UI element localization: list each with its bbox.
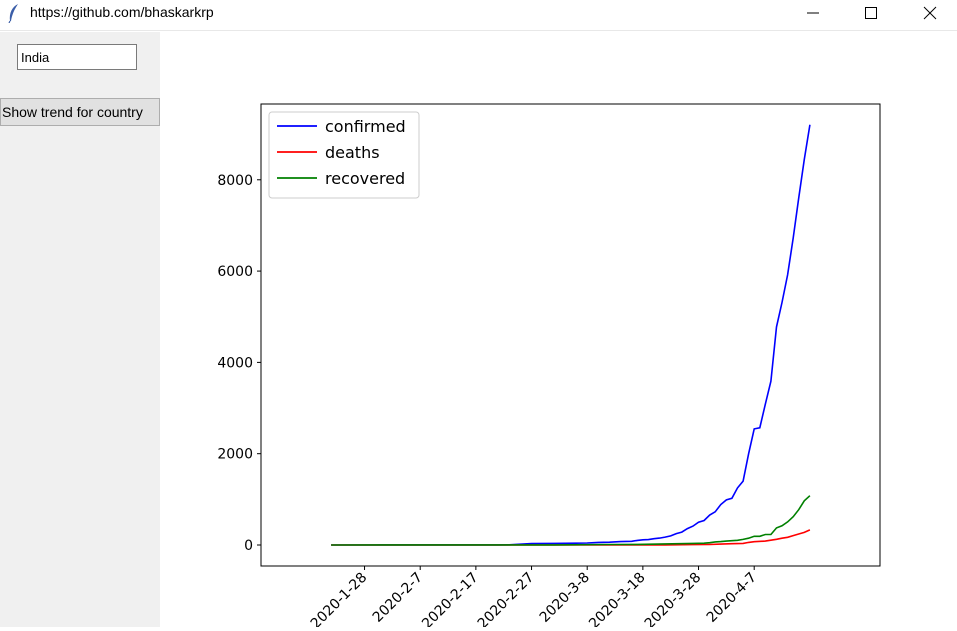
chart-canvas: 0 2000 4000 6000 8000 2020-1-28 2020-2-7 2020-2… bbox=[160, 32, 957, 631]
series-line-confirmed bbox=[331, 124, 811, 546]
feather-icon bbox=[8, 4, 18, 23]
series-line-deaths bbox=[331, 529, 811, 546]
close-icon bbox=[923, 6, 937, 20]
legend-label-confirmed: confirmed bbox=[325, 117, 406, 136]
close-button[interactable] bbox=[907, 0, 953, 26]
x-tick-label: 2020-2-7 bbox=[370, 570, 426, 626]
series-line-recovered bbox=[331, 495, 811, 546]
x-tick-label: 2020-3-18 bbox=[586, 570, 649, 627]
country-input[interactable] bbox=[17, 44, 137, 70]
x-tick-label: 2020-3-8 bbox=[537, 570, 593, 626]
show-trend-button[interactable]: Show trend for country bbox=[0, 98, 160, 126]
legend-label-deaths: deaths bbox=[325, 143, 380, 162]
maximize-button[interactable] bbox=[848, 0, 894, 26]
y-tick-label: 6000 bbox=[217, 264, 253, 280]
minimize-icon bbox=[807, 12, 819, 14]
x-tick-label: 2020-2-17 bbox=[419, 570, 482, 627]
y-tick-label: 2000 bbox=[217, 447, 253, 463]
y-tick-label: 4000 bbox=[217, 355, 253, 371]
window-title: https://github.com/bhaskarkrp bbox=[30, 4, 214, 20]
maximize-icon bbox=[865, 7, 877, 19]
x-tick-label: 2020-3-28 bbox=[642, 570, 705, 627]
control-panel: Show trend for country bbox=[0, 32, 160, 627]
x-tick-label: 2020-4-7 bbox=[704, 570, 760, 626]
y-tick-label: 0 bbox=[244, 538, 253, 554]
legend-label-recovered: recovered bbox=[325, 169, 405, 188]
x-tick-label: 2020-2-27 bbox=[475, 570, 538, 627]
plot-frame bbox=[260, 103, 881, 567]
legend-box bbox=[268, 111, 420, 199]
title-bar: https://github.com/bhaskarkrp bbox=[0, 0, 957, 31]
y-tick-label: 8000 bbox=[217, 173, 253, 189]
x-tick-label: 2020-1-28 bbox=[308, 570, 371, 627]
minimize-button[interactable] bbox=[790, 0, 836, 26]
